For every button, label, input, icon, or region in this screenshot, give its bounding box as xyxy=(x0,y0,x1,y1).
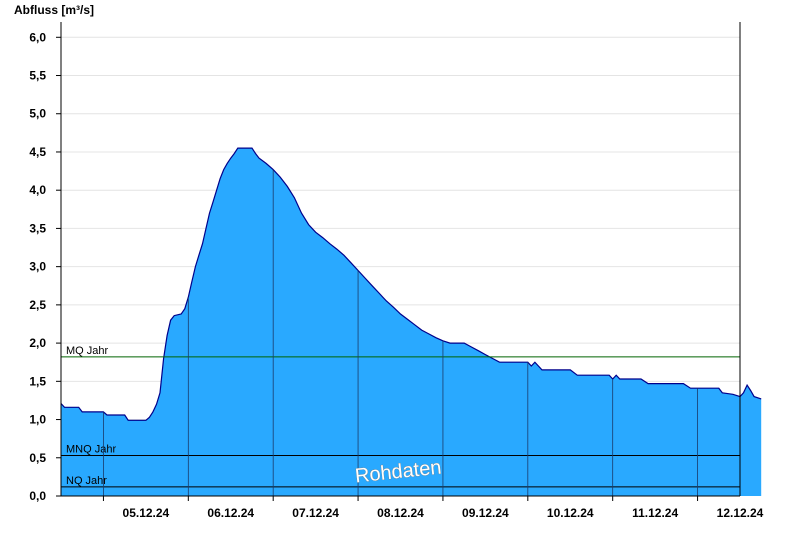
reference-line-label: NQ Jahr xyxy=(66,475,107,487)
x-tick-label: 11.12.24 xyxy=(632,506,678,520)
x-tick-label: 12.12.24 xyxy=(717,506,764,520)
y-tick-label: 5,0 xyxy=(29,107,46,121)
discharge-line xyxy=(60,147,762,421)
x-tick-label: 09.12.24 xyxy=(462,506,509,520)
y-tick-label: 3,0 xyxy=(29,260,46,274)
y-tick-label: 2,5 xyxy=(29,298,46,312)
day-separator-lines xyxy=(102,169,699,501)
x-tick-label: 10.12.24 xyxy=(547,506,594,520)
reference-line-label: MNQ Jahr xyxy=(66,443,116,455)
y-axis-ticks: 0,0 0,5 1,0 1,5 2,0 2,5 3,0 3,5 4,0 4,5 5,0 5,5 6,0 xyxy=(29,30,61,503)
y-axis-title: Abfluss [m³/s] xyxy=(14,3,94,17)
y-tick-label: 1,5 xyxy=(29,374,46,388)
y-tick-label: 6,0 xyxy=(29,30,46,44)
y-tick-label: 0,0 xyxy=(29,489,46,503)
y-tick-label: 4,0 xyxy=(29,183,46,197)
y-tick-label: 3,5 xyxy=(29,221,46,235)
x-tick-label: 07.12.24 xyxy=(292,506,339,520)
y-tick-label: 5,5 xyxy=(29,69,46,83)
y-tick-label: 0,5 xyxy=(29,451,46,465)
y-tick-label: 4,5 xyxy=(29,145,46,159)
x-tick-label: 06.12.24 xyxy=(207,506,254,520)
x-tick-label: 05.12.24 xyxy=(123,506,170,520)
y-tick-label: 1,0 xyxy=(29,413,46,427)
plot-frame xyxy=(60,22,741,497)
y-tick-label: 2,0 xyxy=(29,336,46,350)
discharge-area xyxy=(60,147,762,496)
discharge-fill xyxy=(61,148,762,496)
x-tick-label: 08.12.24 xyxy=(377,506,424,520)
x-axis-ticks: 05.12.24 06.12.24 07.12.24 08.12.24 09.12.24… xyxy=(123,506,764,520)
reference-line-label: MQ Jahr xyxy=(66,345,109,357)
reference-lines: MQ Jahr MNQ Jahr NQ Jahr xyxy=(61,345,740,488)
